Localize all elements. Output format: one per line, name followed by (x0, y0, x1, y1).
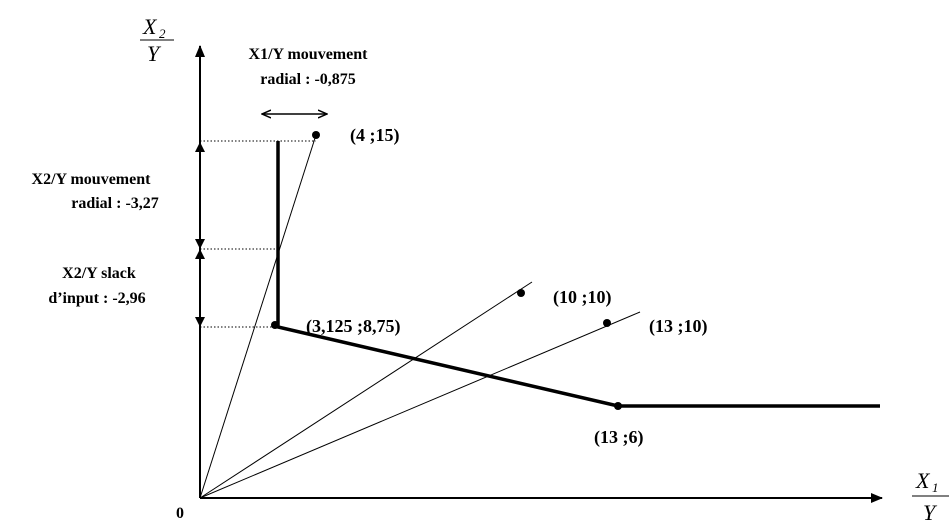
origin-label: 0 (176, 505, 184, 522)
ray-to-4-15 (199, 134, 317, 499)
point-label-3125-875: (3,125 ;8,75) (306, 316, 400, 337)
point-3125-875 (271, 321, 279, 329)
ray-to-10-10 (199, 281, 533, 499)
point-4-15 (312, 131, 320, 139)
point-13-10 (603, 319, 611, 327)
x-axis-label-numerator: X (915, 468, 931, 493)
x2-slack-label-line2: d’input : -2,96 (48, 290, 145, 307)
efficiency-frontier (276, 141, 880, 408)
y-axis-label-numerator: X (142, 14, 158, 39)
point-label-10-10: (10 ;10) (553, 287, 611, 308)
point-13-6 (614, 402, 622, 410)
x1-radial-label-line1: X1/Y mouvement (249, 46, 369, 63)
point-label-13-10: (13 ;10) (649, 316, 707, 337)
point-label-4-15: (4 ;15) (350, 125, 399, 146)
x2-radial-label-line1: X2/Y mouvement (32, 171, 152, 188)
x1-radial-label-line2: radial : -0,875 (260, 71, 356, 88)
point-label-13-6: (13 ;6) (594, 427, 643, 448)
x2-slack-label-line1: X2/Y slack (62, 265, 136, 282)
x2-radial-label-line2: radial : -3,27 (71, 195, 159, 212)
x-axis-label-denominator: Y (923, 500, 938, 523)
y-axis-label-denominator: Y (147, 41, 162, 66)
y-axis-label-subscript: 2 (159, 26, 166, 41)
point-10-10 (517, 289, 525, 297)
ray-to-13-10 (199, 311, 641, 499)
x-axis-label-subscript: 1 (932, 480, 939, 495)
